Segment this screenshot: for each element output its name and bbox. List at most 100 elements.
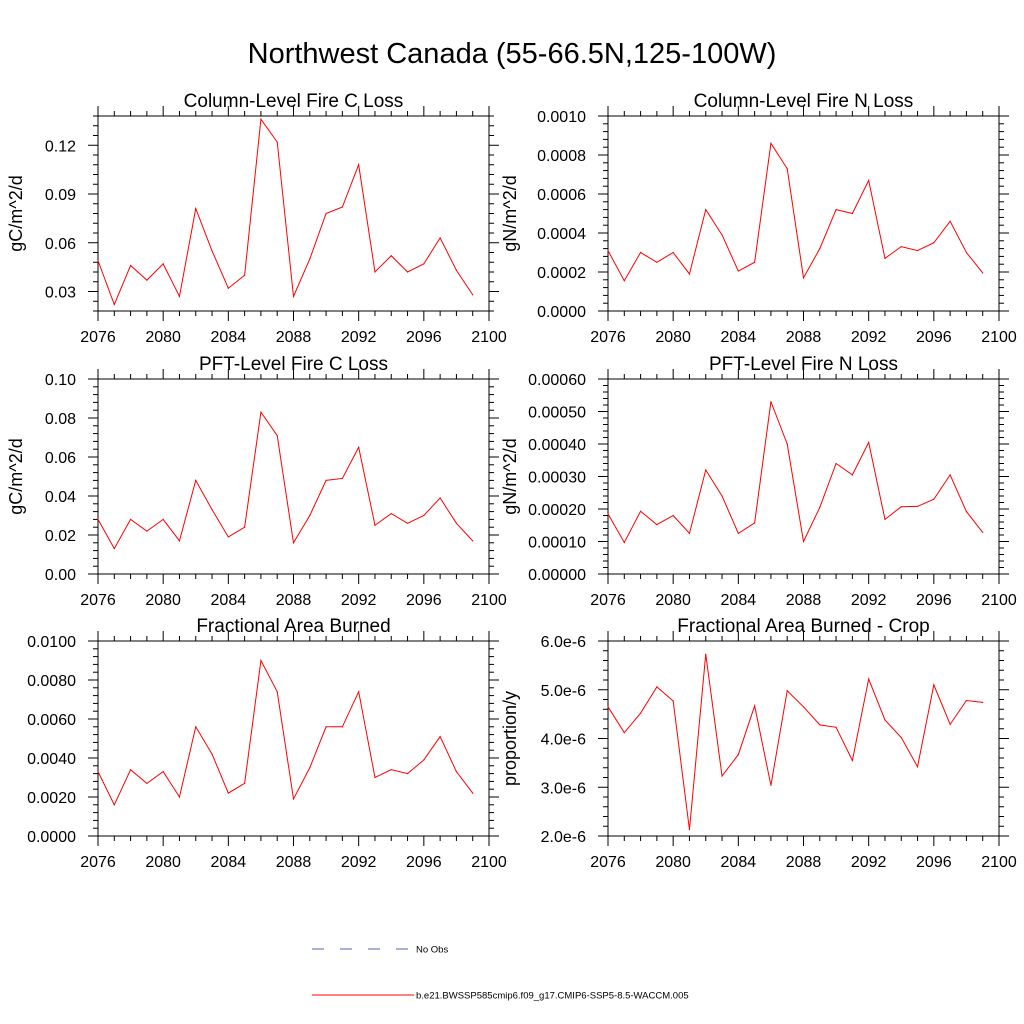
data-point xyxy=(292,798,295,800)
data-point xyxy=(113,548,115,550)
x-tick-label: 2080 xyxy=(145,329,181,346)
x-tick-label: 2076 xyxy=(80,592,116,609)
data-point xyxy=(721,775,723,777)
data-point xyxy=(146,530,148,532)
data-point xyxy=(607,706,609,708)
data-point xyxy=(623,732,625,734)
x-tick-label: 2088 xyxy=(276,329,312,346)
y-tick-label: 0.0080 xyxy=(27,673,76,690)
data-point xyxy=(97,260,99,262)
y-tick-label: 0.12 xyxy=(45,138,76,155)
data-point xyxy=(672,700,674,702)
series-line-1 xyxy=(607,654,983,830)
data-point xyxy=(802,706,805,708)
x-tick-label: 2096 xyxy=(916,854,952,871)
data-point xyxy=(292,295,295,297)
data-point xyxy=(439,497,441,499)
x-tick-label: 2080 xyxy=(145,592,181,609)
data-point xyxy=(802,277,805,279)
x-tick-label: 2076 xyxy=(80,854,116,871)
y-tick-label: 0.06 xyxy=(45,450,76,467)
data-point xyxy=(406,522,409,524)
data-point xyxy=(639,510,642,512)
data-point xyxy=(656,524,658,526)
x-tick-label: 2084 xyxy=(211,592,247,609)
data-point xyxy=(260,411,262,413)
y-tick-label: 0.0004 xyxy=(537,226,586,243)
data-point xyxy=(868,678,870,680)
chart-title: Fractional Area Burned - Crop xyxy=(677,616,929,637)
data-point xyxy=(439,237,441,239)
chart-title: PFT-Level Fire C Loss xyxy=(199,354,388,375)
y-tick-label: 6.0e-6 xyxy=(541,634,586,651)
data-point xyxy=(786,168,788,170)
data-point xyxy=(472,792,474,794)
x-tick-label: 2088 xyxy=(276,592,312,609)
x-tick-label: 2096 xyxy=(916,329,952,346)
x-tick-label: 2096 xyxy=(406,329,442,346)
plot-frame xyxy=(607,378,1000,575)
data-point xyxy=(737,753,739,756)
y-tick-label: 0.0060 xyxy=(27,712,76,729)
chart-panel-3: PFT-Level Fire C Loss 2076 2080 2084 2088 209… xyxy=(6,354,507,609)
x-tick-label: 2092 xyxy=(851,854,887,871)
data-point xyxy=(195,726,197,728)
data-point xyxy=(211,509,213,511)
legend-no-obs-label: No Obs xyxy=(416,945,448,956)
y-axis-label: gC/m^2/d xyxy=(6,438,26,514)
legend-model-label: b.e21.BWSSP585cmip6.f09_g17.CMIP6-SSP5-8… xyxy=(416,991,689,1002)
x-tick-label: 2100 xyxy=(471,854,507,871)
data-point xyxy=(472,540,474,542)
data-point xyxy=(325,726,327,728)
data-point xyxy=(227,536,229,538)
x-tick-label: 2076 xyxy=(590,329,626,346)
chart-panel-5: Fractional Area Burned 2076 2080 2084 2088 20… xyxy=(27,616,507,871)
data-point xyxy=(900,736,902,739)
data-point xyxy=(129,264,132,267)
data-point xyxy=(406,271,409,273)
y-tick-label: 0.0010 xyxy=(537,109,586,126)
y-tick-label: 0.03 xyxy=(45,285,76,302)
data-point xyxy=(341,477,343,480)
data-point xyxy=(737,270,739,272)
plot-frame xyxy=(607,640,1000,837)
chart-panel-2: Column-Level Fire N Loss 2076 2080 2084 2088… xyxy=(500,91,1017,346)
y-tick-label: 0.0006 xyxy=(537,187,586,204)
data-point xyxy=(358,691,360,693)
data-point xyxy=(455,522,458,524)
data-point xyxy=(390,255,392,257)
x-tick-label: 2100 xyxy=(471,329,507,346)
data-point xyxy=(851,759,853,762)
y-tick-label: 0.0000 xyxy=(537,304,586,321)
data-point xyxy=(227,792,229,794)
data-point xyxy=(705,209,707,211)
x-tick-label: 2096 xyxy=(406,592,442,609)
y-tick-label: 0.00060 xyxy=(528,372,586,389)
y-tick-label: 2.0e-6 xyxy=(541,829,586,846)
data-point xyxy=(819,724,821,726)
data-point xyxy=(623,280,625,282)
y-tick-label: 0.00040 xyxy=(528,437,586,454)
data-point xyxy=(178,295,181,297)
data-point xyxy=(754,522,756,524)
series-line-1 xyxy=(97,658,474,806)
y-axis-label: gC/m^2/d xyxy=(6,175,26,251)
data-point xyxy=(423,514,425,517)
data-point xyxy=(916,249,919,252)
y-tick-label: 0.0008 xyxy=(537,148,586,165)
y-tick-label: 0.06 xyxy=(45,236,76,253)
y-tick-label: 0.10 xyxy=(45,372,76,389)
data-point xyxy=(325,479,327,481)
x-tick-label: 2088 xyxy=(276,854,312,871)
data-point xyxy=(656,261,658,263)
series-line-1 xyxy=(97,117,474,306)
data-point xyxy=(607,249,609,252)
data-point xyxy=(276,141,278,143)
data-point xyxy=(97,771,99,773)
x-tick-label: 2080 xyxy=(655,329,691,346)
data-point xyxy=(949,723,951,725)
x-tick-label: 2092 xyxy=(341,329,377,346)
legend: No Obs b.e21.BWSSP585cmip6.f09_g17.CMIP6… xyxy=(312,945,689,1002)
x-tick-label: 2084 xyxy=(211,329,247,346)
data-point xyxy=(949,220,951,222)
